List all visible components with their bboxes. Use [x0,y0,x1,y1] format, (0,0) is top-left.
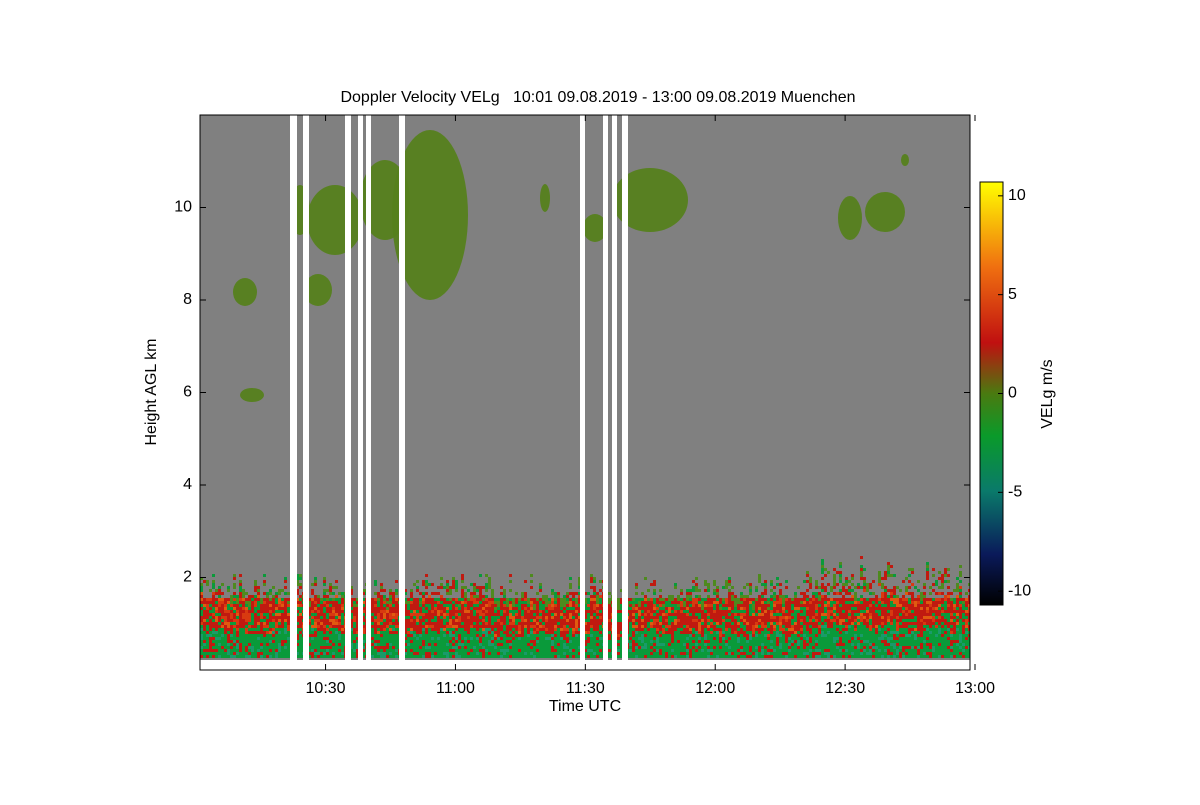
y-axis-label: Height AGL km [143,338,160,445]
x-tick-label: 10:30 [306,680,346,697]
data-gap [622,115,628,670]
data-gap [399,115,405,670]
cloud-echo [901,154,909,166]
chart-title: Doppler Velocity VELg 10:01 09.08.2019 -… [340,89,855,106]
boundary-layer-echo [200,583,970,637]
data-gap [290,115,297,670]
cloud-echo [240,388,264,402]
data-gap [580,115,585,670]
y-tick-label: 8 [183,291,192,308]
cloud-echo [583,214,607,242]
colorbar-tick-label: 5 [1008,286,1017,303]
y-tick-label: 10 [174,199,192,216]
colorbar-label: VELg m/s [1039,359,1056,428]
y-tick-label: 2 [183,569,192,586]
boundary-layer-echo [200,625,970,658]
data-gap [612,115,617,670]
cloud-echo [865,192,905,232]
colorbar-tick-label: -5 [1008,484,1022,501]
cloud-echo [233,278,257,306]
radar-field [200,115,970,670]
cloud-echo [360,160,410,240]
y-tick-label: 6 [183,384,192,401]
data-gap [366,115,371,670]
colorbar-tick-label: -10 [1008,582,1031,599]
data-gap [358,115,363,670]
cloud-echo [304,274,332,306]
cloud-echo [392,130,468,300]
x-tick-label: 12:30 [825,680,865,697]
cloud-echo [307,185,363,255]
cloud-echo [540,184,550,212]
cloud-echo [612,168,688,232]
x-tick-label: 12:00 [695,680,735,697]
boundary-layer-echo [200,556,970,658]
data-gap [603,115,608,670]
x-axis-label: Time UTC [549,698,621,715]
x-tick-label: 11:30 [566,680,605,697]
x-tick-label: 13:00 [955,680,995,697]
data-gap [303,115,309,670]
cloud-echo [838,196,862,240]
colorbar-tick-label: 10 [1008,187,1026,204]
x-tick-label: 11:00 [436,680,475,697]
colorbar-tick-label: 0 [1008,385,1017,402]
y-tick-label: 4 [183,476,192,493]
data-gap [345,115,351,670]
